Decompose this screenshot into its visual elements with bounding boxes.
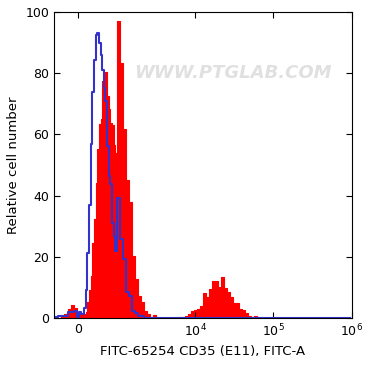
X-axis label: FITC-65254 CD35 (E11), FITC-A: FITC-65254 CD35 (E11), FITC-A [100, 345, 306, 358]
Text: WWW.PTGLAB.COM: WWW.PTGLAB.COM [134, 64, 332, 82]
Y-axis label: Relative cell number: Relative cell number [7, 96, 20, 234]
